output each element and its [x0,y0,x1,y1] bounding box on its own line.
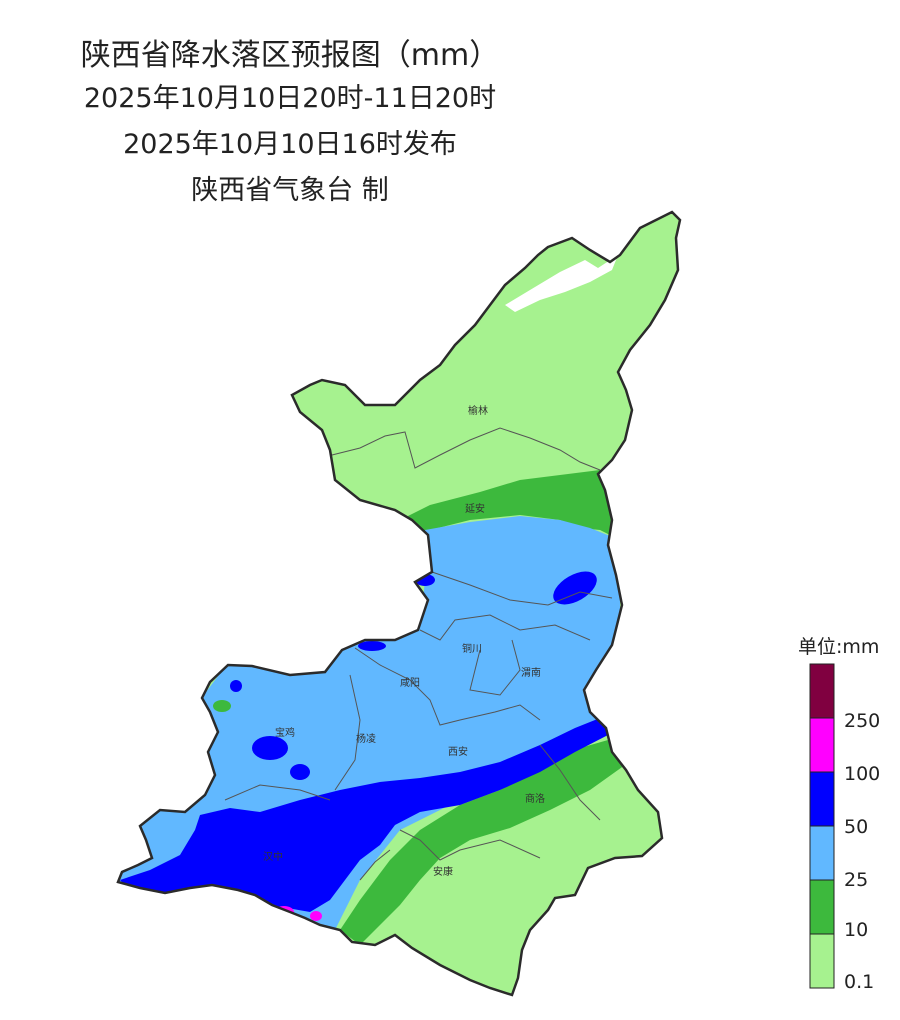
city-label-xian: 西安 [448,745,468,758]
city-label-hanzhong: 汉中 [263,850,283,863]
legend-label-10: 10 [844,919,869,941]
city-label-xianyang: 咸阳 [400,677,420,689]
issue-time: 2025年10月10日16时发布 [123,129,457,160]
producer: 陕西省气象台 制 [191,175,389,206]
legend-swatch-100-250 [809,717,835,773]
legend-swatch-25-50 [809,825,835,881]
map-title: 陕西省降水落区预报图（mm） [80,38,500,73]
admin-boundaries [224,427,613,881]
legend-label-250: 250 [844,710,881,732]
legend-label-100: 100 [844,763,881,785]
city-label-yangling: 杨凌 [356,732,376,745]
city-label-baoji: 宝鸡 [275,726,295,739]
legend-swatch-50-100 [809,771,835,827]
legend-colorbar [809,663,835,989]
city-label-shangluo: 商洛 [525,792,545,805]
city-label-weinan: 渭南 [521,666,541,679]
city-label-yulin: 榆林 [468,404,488,417]
city-label-tongchuan: 铜川 [462,643,482,655]
legend-label-50: 50 [844,816,869,838]
legend-label-0.1: 0.1 [844,971,875,993]
legend-swatch-over-250 [809,663,835,719]
legend-label-25: 25 [844,869,869,891]
legend-swatch-10-25 [809,879,835,935]
city-label-ankang: 安康 [433,865,453,878]
legend-unit: 单位:mm [798,636,880,658]
legend-swatch-0.1-10 [809,933,835,989]
city-label-yanan: 延安 [465,502,485,515]
forecast-period: 2025年10月10日20时-11日20时 [83,83,497,114]
